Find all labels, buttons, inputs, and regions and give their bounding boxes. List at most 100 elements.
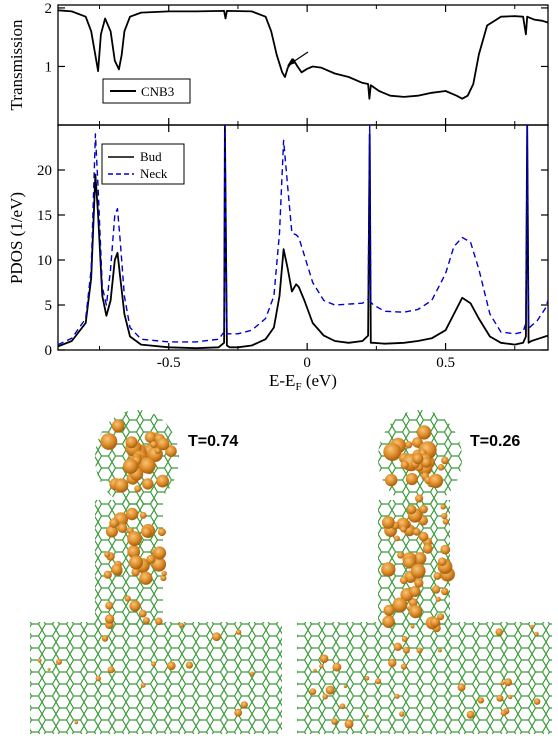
y-tick-label: 5 [45, 298, 53, 314]
density-blob [127, 531, 142, 547]
density-blob [74, 720, 79, 725]
density-blob [104, 551, 111, 558]
density-blob [339, 703, 346, 710]
density-blob [309, 688, 317, 695]
density-blob [433, 572, 442, 580]
density-blob [212, 632, 222, 642]
density-blob [140, 682, 146, 688]
density-blob [441, 512, 448, 520]
density-blob [430, 617, 440, 628]
structure-image-left: T=0.74 [30, 410, 282, 734]
density-blob [393, 642, 402, 651]
structure-image-right: T=0.26 [297, 410, 552, 734]
x-axis-label-unit: (eV) [302, 371, 337, 390]
density-blob [410, 624, 415, 629]
panel-label-right: T=0.26 [470, 433, 520, 450]
density-blob [235, 629, 242, 635]
density-blob [319, 654, 329, 663]
density-blob [160, 575, 167, 582]
density-blob [408, 598, 418, 607]
density-blob [161, 570, 167, 577]
density-blob [134, 485, 142, 493]
density-blob [500, 681, 505, 686]
density-blob [47, 667, 51, 671]
density-blob [405, 472, 418, 486]
x-tick-label: 0.5 [436, 355, 455, 371]
density-blob [403, 556, 416, 569]
density-blob [117, 523, 128, 533]
density-blob [441, 587, 449, 596]
density-blob [457, 683, 466, 692]
density-blob [394, 693, 400, 699]
density-blob [413, 552, 427, 565]
density-blob [416, 425, 432, 440]
density-blob [344, 719, 354, 729]
density-blob [381, 562, 396, 577]
density-blob [477, 697, 485, 704]
pdos-legend: Bud Neck [101, 143, 185, 185]
y-tick-label: 1 [45, 59, 53, 75]
density-blob [37, 658, 42, 663]
density-blob [435, 596, 441, 602]
density-blob [139, 457, 156, 474]
density-blob [331, 718, 338, 725]
density-blob [122, 458, 139, 474]
density-blob [388, 658, 397, 668]
pdos-plot-frame [57, 124, 549, 351]
density-blob [495, 628, 504, 636]
transmission-series [58, 9, 548, 100]
density-blob [396, 517, 410, 531]
density-blob [131, 568, 140, 577]
density-blob [129, 600, 141, 612]
density-blob [156, 437, 170, 451]
density-blob [95, 675, 102, 682]
nanotube-body-left [30, 622, 282, 734]
y-tick-label: 0 [45, 343, 53, 359]
density-blob [139, 571, 153, 585]
density-blob [129, 555, 143, 570]
density-blob [125, 436, 138, 449]
density-blob [155, 617, 163, 626]
density-blob [100, 433, 118, 450]
y-tick-label: 20 [37, 163, 52, 179]
orbital-density-left [37, 419, 255, 725]
density-blob [437, 464, 445, 471]
series-line-neck [58, 125, 548, 346]
density-blob [402, 646, 410, 654]
density-blob [104, 614, 115, 624]
peak-arrow-annotation [287, 51, 309, 66]
transmission-panel: 12 Transmission CNB3 [7, 1, 549, 126]
density-blob [431, 585, 441, 594]
density-blob [157, 528, 166, 537]
density-blob [533, 698, 541, 705]
density-blob [399, 711, 405, 717]
density-blob [139, 511, 147, 519]
density-blob [179, 622, 184, 628]
density-blob [319, 663, 324, 669]
density-blob [414, 578, 424, 588]
transmission-y-ticks: 12 [45, 1, 548, 75]
density-blob [438, 648, 442, 653]
density-blob [313, 668, 317, 673]
pdos-x-axis-label: E-EF (eV) [269, 371, 337, 393]
density-blob [343, 684, 348, 689]
density-blob [383, 442, 402, 461]
density-blob [437, 613, 445, 621]
density-blob [127, 545, 141, 559]
x-tick-label: -0.5 [157, 355, 181, 371]
density-blob [325, 685, 335, 695]
density-blob [400, 525, 407, 533]
density-blob [412, 453, 424, 465]
density-blob [440, 544, 451, 555]
density-blob [416, 647, 423, 654]
density-blob [381, 516, 395, 529]
transmission-plot-frame [57, 4, 549, 126]
density-blob [152, 546, 167, 560]
density-blob [114, 478, 129, 493]
density-blob [105, 601, 114, 610]
density-blob [507, 694, 513, 700]
density-blob [103, 570, 112, 579]
density-blob [409, 586, 421, 597]
density-blob [442, 518, 449, 525]
